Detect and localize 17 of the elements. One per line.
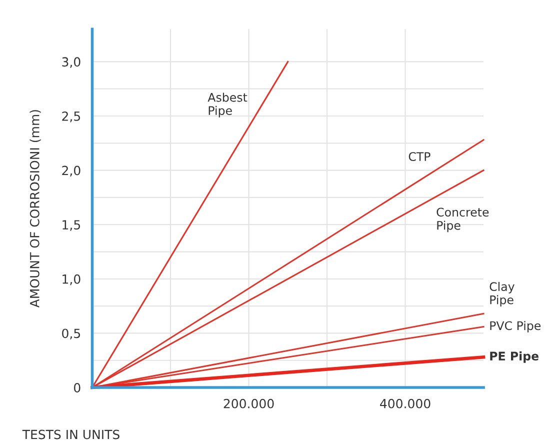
y-tick-label: 0,5 (62, 328, 80, 340)
series-label: Clay Pipe (490, 282, 514, 307)
y-axis-title: AMOUNT OF CORROSIONI (mm) (30, 110, 41, 308)
x-tick-label: 400.000 (380, 398, 430, 408)
series-label: Concrete Pipe (436, 208, 489, 232)
series-label: Asbest Pipe (208, 92, 248, 118)
y-tick-label: 2,5 (62, 111, 80, 122)
series-label: PE Pipe (490, 351, 539, 363)
y-tick-label: 0 (74, 382, 80, 392)
y-tick-label: 1,5 (62, 220, 80, 231)
series-label: CTP (408, 152, 430, 162)
y-tick-label: 3,0 (62, 57, 80, 68)
x-axis-title: TESTS IN UNITS (22, 430, 120, 440)
x-tick-label: 200.000 (224, 398, 274, 408)
y-tick-label: 1,0 (62, 274, 80, 286)
series-label: PVC Pipe (490, 320, 541, 332)
y-tick-label: 2,0 (62, 166, 80, 177)
